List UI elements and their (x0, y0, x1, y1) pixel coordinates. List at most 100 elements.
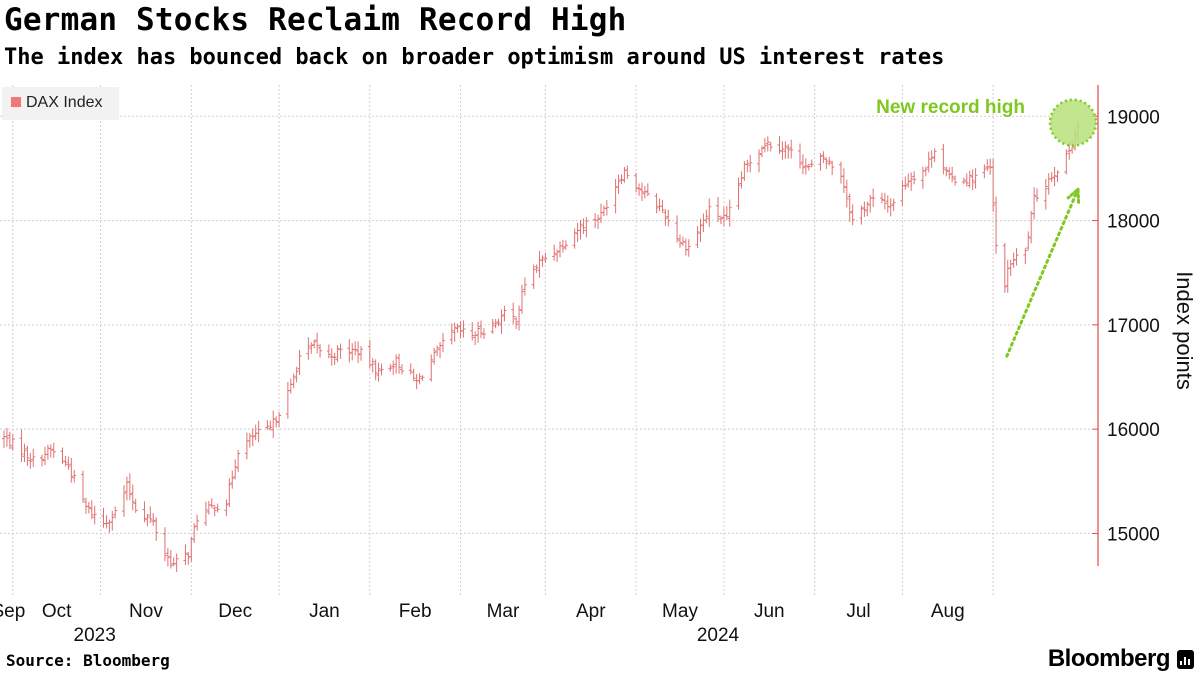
ohlc-bar (613, 178, 618, 214)
ohlc-bar (701, 213, 706, 233)
legend-label: DAX Index (26, 94, 102, 111)
ohlc-bar (388, 363, 393, 372)
ohlc-bar (449, 323, 454, 345)
ohlc-bar (953, 175, 958, 186)
ohlc-bar (519, 284, 524, 314)
ohlc-bar (891, 198, 896, 211)
ohlc-bar (92, 505, 97, 525)
ohlc-bar (964, 173, 969, 187)
ohlc-bar (704, 209, 709, 224)
ohlc-bar (408, 363, 413, 375)
ohlc-bar (838, 161, 843, 184)
ohlc-bar (203, 501, 208, 526)
ohlc-bar (127, 473, 132, 500)
ohlc-bar (967, 170, 972, 188)
ohlc-bar (1032, 187, 1037, 220)
ohlc-bar (865, 201, 870, 217)
ohlc-bar (244, 432, 249, 460)
ohlc-bar (634, 172, 639, 193)
ohlc-bar (72, 469, 77, 483)
x-tick-label: Aug (931, 601, 965, 622)
ohlc-bar (277, 411, 282, 428)
ohlc-bar (496, 318, 501, 327)
ohlc-bar (581, 218, 586, 235)
ohlc-bar (739, 171, 744, 189)
x-tick-label: May (662, 601, 698, 622)
ohlc-bar (985, 159, 990, 172)
ohlc-bar (616, 174, 621, 195)
x-tick-label: Mar (487, 601, 520, 622)
ohlc-bar (847, 193, 852, 222)
x-tick-label: Jan (309, 601, 340, 622)
ohlc-bar (186, 552, 191, 565)
ohlc-bar (227, 478, 232, 507)
ohlc-bar (1014, 248, 1019, 266)
ohlc-bar (306, 337, 311, 360)
ohlc-bar (809, 159, 814, 168)
ohlc-bar (493, 319, 498, 329)
ohlc-bar (555, 249, 560, 263)
ohlc-bar (657, 198, 662, 212)
ohlc-bar (145, 513, 150, 527)
ohlc-bar (850, 204, 855, 226)
ohlc-bar (268, 420, 273, 431)
ohlc-bar (982, 164, 987, 179)
bloomberg-logo: Bloomberg (1047, 645, 1171, 672)
ohlc-bar (789, 139, 794, 159)
ohlc-bar (379, 363, 384, 376)
bloomberg-terminal-icon (1177, 650, 1194, 669)
ohlc-bar (885, 195, 890, 213)
y-tick-label: 17000 (1107, 316, 1160, 337)
ohlc-bar (45, 444, 50, 460)
legend-box (2, 87, 119, 120)
ohlc-bar (639, 182, 644, 201)
ohlc-bar (619, 174, 624, 184)
ohlc-bar (1026, 231, 1031, 251)
ohlc-bar (479, 320, 484, 339)
ohlc-bar (584, 217, 589, 238)
ohlc-bar (695, 226, 700, 248)
ohlc-bar (373, 359, 378, 381)
ohlc-bar (48, 444, 53, 458)
ohlc-bar (859, 205, 864, 225)
ohlc-bar (748, 154, 753, 173)
ohlc-bar (786, 144, 791, 159)
ohlc-bar (654, 193, 659, 214)
ohlc-bar (1055, 170, 1060, 183)
ohlc-bar (994, 196, 999, 254)
x-tick-label: Oct (42, 601, 72, 622)
ohlc-bar (162, 527, 167, 562)
ohlc-bar (473, 331, 478, 346)
ohlc-bar (51, 442, 56, 459)
ohlc-bar (680, 236, 685, 246)
ohlc-bar (844, 179, 849, 208)
ohlc-bar (391, 360, 396, 376)
ohlc-bar (25, 445, 30, 466)
ohlc-bar (1002, 242, 1007, 293)
ohlc-bar (247, 433, 252, 448)
ohlc-bar (101, 507, 106, 528)
ohlc-bar (209, 498, 214, 508)
ohlc-bar (675, 215, 680, 243)
ohlc-bar (780, 141, 785, 160)
ohlc-bar (411, 368, 416, 382)
ohlc-bar (970, 169, 975, 191)
ohlc-bar (1046, 173, 1051, 195)
ohlc-bar (338, 343, 343, 359)
ohlc-bar (818, 153, 823, 171)
ohlc-bar (250, 428, 255, 447)
ohlc-bar (578, 219, 583, 240)
ohlc-bar (309, 342, 314, 354)
ohlc-bar (642, 185, 647, 199)
ohlc-bar (879, 192, 884, 204)
ohlc-bar (206, 500, 211, 515)
ohlc-bar (121, 485, 126, 517)
ohlc-bar (973, 168, 978, 189)
ohlc-bar (42, 446, 47, 465)
ohlc-bar (1023, 247, 1028, 265)
x-tick-label: Feb (399, 601, 432, 622)
ohlc-bar (113, 506, 118, 519)
ohlc-bar (271, 410, 276, 438)
ohlc-bar (315, 332, 320, 354)
